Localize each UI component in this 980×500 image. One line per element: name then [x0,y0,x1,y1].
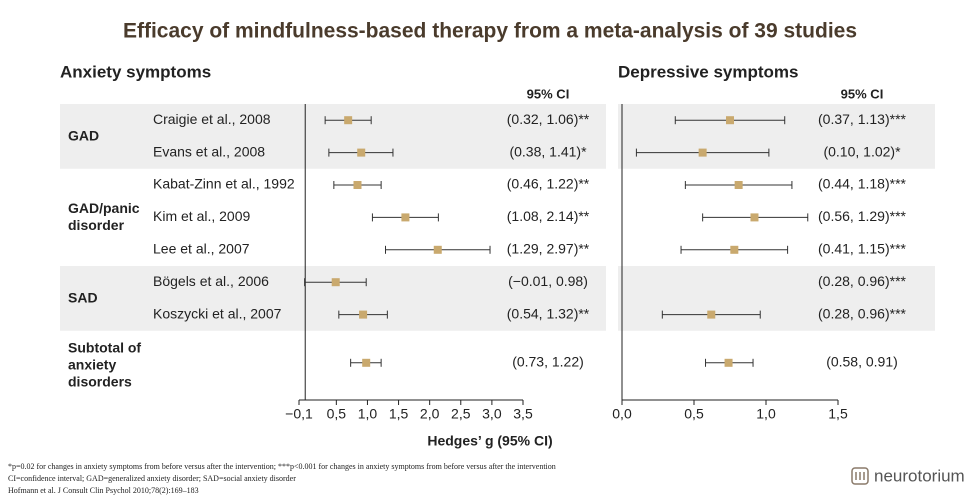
point-estimate [726,116,734,125]
ci-label: (0.28, 0.96)*** [818,305,906,321]
ci-header: 95% CI [841,86,884,101]
footnote: *p=0.02 for changes in anxiety symptoms … [8,462,556,471]
group-band [618,104,935,169]
x-tick-label: 0,0 [612,406,632,422]
point-estimate [433,245,442,254]
footnote: Hofmann et al. J Consult Clin Psychol 20… [8,486,199,495]
x-tick-label: −0,1 [285,406,313,422]
panel-title: Depressive symptoms [618,62,798,81]
point-estimate [359,310,368,319]
point-estimate [401,213,410,222]
study-label: Evans et al., 2008 [153,143,265,159]
brand-icon [851,467,869,485]
x-tick-label: 0,5 [684,406,704,422]
group-band [60,266,606,331]
ci-label: (0.58, 0.91) [826,354,898,370]
study-label: Lee et al., 2007 [153,241,250,257]
x-tick-label: 3,0 [482,406,502,422]
ci-label: (0.32, 1.06)** [507,111,590,127]
group-label: GAD [68,127,100,144]
x-axis-label: Hedges’ g (95% CI) [427,433,552,449]
ci-label: (0.46, 1.22)** [507,176,590,192]
study-label: Kabat-Zinn et al., 1992 [153,176,295,192]
ci-header: 95% CI [527,86,570,101]
point-estimate [750,213,759,222]
point-estimate [698,148,707,157]
point-estimate [344,116,353,125]
study-label: Bögels et al., 2006 [153,273,269,289]
study-label: Craigie et al., 2008 [153,111,271,127]
chart-title: Efficacy of mindfulness-based therapy fr… [123,20,857,43]
brand: neurotorium [874,466,965,485]
study-label: Koszycki et al., 2007 [153,305,282,321]
x-tick-label: 0,5 [327,406,347,422]
ci-label: (0.56, 1.29)*** [818,208,906,224]
point-estimate [353,181,362,189]
study-label: Kim et al., 2009 [153,208,250,224]
group-label: SAD [68,289,98,306]
point-estimate [357,148,366,157]
ci-label: (0.38, 1.41)* [509,143,587,159]
ci-label: (0.37, 1.13)*** [818,111,906,127]
point-estimate [730,245,739,254]
group-band [60,104,606,169]
ci-label: (1.29, 2.97)** [507,241,590,257]
x-tick-label: 1,5 [389,406,409,422]
point-estimate [362,358,371,367]
point-estimate [734,181,743,189]
point-estimate [331,278,340,287]
group-label: Subtotal of anxiety disorders [68,339,142,390]
ci-label: (0.10, 1.02)* [823,143,901,159]
group-band [618,266,935,331]
point-estimate [724,358,733,367]
x-tick-label: 3,5 [513,406,533,422]
ci-label: (−0.01, 0.98) [508,273,588,289]
group-label: GAD/panic disorder [68,200,140,234]
ci-label: (0.73, 1.22) [512,354,584,370]
x-tick-label: 2,0 [420,406,440,422]
panel-title: Anxiety symptoms [60,62,211,81]
ci-label: (0.28, 0.96)*** [818,273,906,289]
ci-label: (0.41, 1.15)*** [818,241,906,257]
x-tick-label: 1,0 [756,406,776,422]
ci-label: (0.54, 1.32)** [507,305,590,321]
ci-label: (1.08, 2.14)** [507,208,590,224]
ci-label: (0.44, 1.18)*** [818,176,906,192]
point-estimate [707,310,716,319]
x-tick-label: 1,0 [358,406,378,422]
x-tick-label: 1,5 [828,406,848,422]
x-tick-label: 2,5 [451,406,471,422]
footnote: CI=confidence interval; GAD=generalized … [8,474,296,483]
